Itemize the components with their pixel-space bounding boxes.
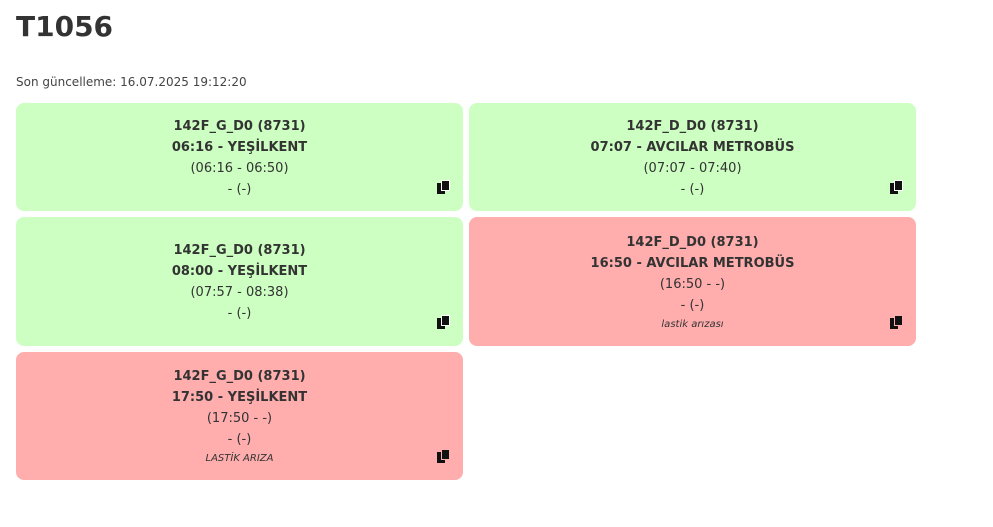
- trip-time-window: (07:57 - 08:38): [190, 285, 289, 300]
- trip-departure: 16:50 - AVCILAR METROBÜS: [590, 255, 795, 271]
- trip-departure: 08:00 - YEŞİLKENT: [171, 264, 308, 279]
- trip-route: 142F_G_D0 (8731): [173, 243, 306, 258]
- trip-route: 142F_D_D0 (8731): [626, 118, 759, 134]
- trip-departure: 17:50 - YEŞİLKENT: [171, 390, 308, 405]
- trip-card: 142F_G_D0 (8731) 06:16 - YEŞİLKENT (06:1…: [16, 103, 463, 211]
- copy-icon[interactable]: [890, 315, 903, 329]
- trip-note: LASTİK ARIZA: [205, 453, 274, 464]
- trip-extra: - (-): [680, 181, 705, 197]
- last-updated-label: Son güncelleme: 16.07.2025 19:12:20: [16, 75, 247, 89]
- trip-time-window: (17:50 - -): [206, 411, 273, 426]
- trip-extra: - (-): [227, 306, 252, 321]
- copy-icon[interactable]: [890, 180, 903, 194]
- trip-route: 142F_G_D0 (8731): [173, 369, 306, 384]
- copy-icon[interactable]: [437, 180, 450, 194]
- copy-icon[interactable]: [437, 315, 450, 329]
- copy-icon[interactable]: [437, 449, 450, 463]
- trip-card-grid: 142F_G_D0 (8731) 06:16 - YEŞİLKENT (06:1…: [16, 103, 916, 480]
- trip-departure: 06:16 - YEŞİLKENT: [171, 139, 308, 155]
- trip-card: 142F_G_D0 (8731) 17:50 - YEŞİLKENT (17:5…: [16, 352, 463, 480]
- trip-extra: - (-): [227, 432, 252, 447]
- trip-route: 142F_G_D0 (8731): [173, 118, 306, 134]
- trip-card: 142F_G_D0 (8731) 08:00 - YEŞİLKENT (07:5…: [16, 217, 463, 346]
- page-title: T1056: [16, 10, 114, 43]
- trip-card: 142F_D_D0 (8731) 16:50 - AVCILAR METROBÜ…: [469, 217, 916, 346]
- trip-time-window: (07:07 - 07:40): [643, 160, 742, 176]
- trip-time-window: (16:50 - -): [659, 276, 726, 292]
- trip-route: 142F_D_D0 (8731): [626, 234, 759, 250]
- trip-time-window: (06:16 - 06:50): [190, 160, 289, 176]
- trip-extra: - (-): [227, 181, 252, 197]
- trip-extra: - (-): [680, 297, 705, 313]
- trip-note: lastik arızası: [661, 318, 724, 330]
- trip-card: 142F_D_D0 (8731) 07:07 - AVCILAR METROBÜ…: [469, 103, 916, 211]
- trip-departure: 07:07 - AVCILAR METROBÜS: [590, 139, 795, 155]
